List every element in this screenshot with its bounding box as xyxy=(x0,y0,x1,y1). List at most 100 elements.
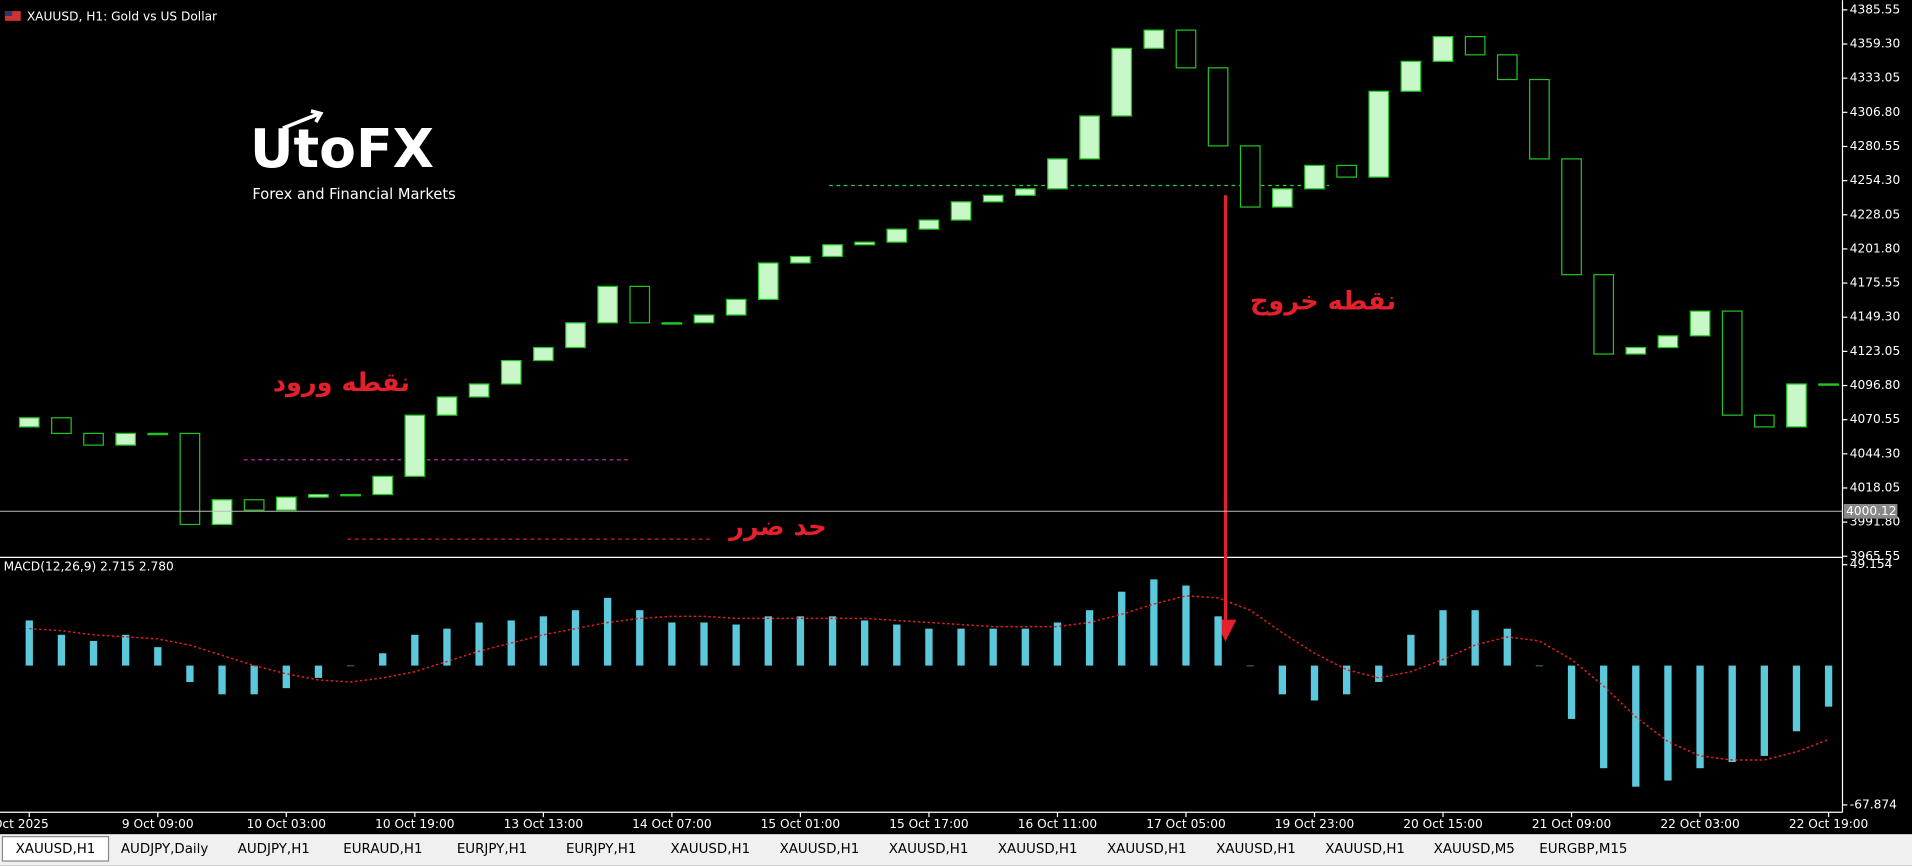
macd-bar xyxy=(861,620,869,666)
tab-label[interactable]: AUDJPY,Daily xyxy=(121,842,208,857)
macd-bar xyxy=(668,622,676,666)
logo-tagline: Forex and Financial Markets xyxy=(252,186,455,203)
x-tick-label: 15 Oct 17:00 xyxy=(889,817,968,831)
tab[interactable] xyxy=(657,836,764,862)
macd-bar xyxy=(1567,665,1576,719)
tab-label[interactable]: EURGBP,M15 xyxy=(1539,842,1627,857)
candle xyxy=(1529,78,1550,160)
macd-bar xyxy=(1278,665,1287,695)
x-tick-label: 10 Oct 19:00 xyxy=(375,817,454,831)
candle xyxy=(629,285,651,324)
x-tick-label: 20 Oct 15:00 xyxy=(1403,817,1482,831)
tab-label[interactable]: XAUUSD,H1 xyxy=(1107,842,1187,857)
tab-label[interactable]: XAUUSD,H1 xyxy=(1216,842,1296,857)
tab-label[interactable]: XAUUSD,H1 xyxy=(998,842,1078,857)
macd-bar xyxy=(89,640,98,666)
tab[interactable] xyxy=(111,836,218,862)
y-tick-label: 49.154 xyxy=(1850,557,1893,571)
x-tick-label: 9 Oct 09:00 xyxy=(122,817,194,831)
macd-bar xyxy=(186,665,194,683)
macd-bar xyxy=(121,634,130,666)
macd-bar xyxy=(925,628,933,666)
tab[interactable] xyxy=(875,836,982,862)
macd-bar xyxy=(1728,665,1736,763)
tab[interactable] xyxy=(438,836,546,862)
x-tick-label: 10 Oct 03:00 xyxy=(247,817,326,831)
macd-bar xyxy=(636,610,644,666)
tab-label[interactable]: EURJPY,H1 xyxy=(457,842,527,857)
macd-bar xyxy=(603,597,612,666)
tab[interactable] xyxy=(766,836,873,862)
tab-label[interactable]: EURJPY,H1 xyxy=(566,842,636,857)
x-tick-label: 8 Oct 2025 xyxy=(0,817,49,831)
tab[interactable] xyxy=(1530,836,1637,862)
macd-bar xyxy=(346,665,355,667)
y-tick-label: 4070.55 xyxy=(1850,412,1900,426)
candle xyxy=(18,417,40,428)
macd-bar xyxy=(1600,665,1608,769)
tab-label[interactable]: XAUUSD,H1 xyxy=(780,842,860,857)
macd-bar xyxy=(1439,610,1447,666)
candle xyxy=(51,417,72,435)
candle xyxy=(1753,414,1775,428)
candle xyxy=(886,228,908,243)
x-tick-label: 22 Oct 19:00 xyxy=(1789,817,1868,831)
macd-bar xyxy=(57,634,66,666)
tab-label[interactable]: XAUUSD,H1 xyxy=(1325,842,1405,857)
macd-bar xyxy=(893,624,901,666)
tab[interactable] xyxy=(1312,836,1419,862)
candle xyxy=(468,383,490,398)
tab[interactable] xyxy=(329,836,436,862)
chart-header: XAUUSD, H1: Gold vs US Dollar xyxy=(27,10,218,24)
candle xyxy=(1111,47,1133,117)
candle xyxy=(275,496,297,511)
candle xyxy=(757,262,779,301)
macd-bar xyxy=(539,616,548,666)
tab-label[interactable]: XAUUSD,H1 xyxy=(670,842,750,857)
y-tick-label: 3965.55 xyxy=(1850,549,1900,563)
tab[interactable] xyxy=(220,836,327,862)
macd-bar xyxy=(1085,610,1094,666)
last-price-label: 4000.12 xyxy=(1846,504,1896,518)
candle xyxy=(243,499,265,511)
tab[interactable] xyxy=(984,836,1091,862)
tab[interactable] xyxy=(1421,836,1528,862)
tab-label[interactable]: XAUUSD,H1 xyxy=(889,842,969,857)
candle xyxy=(1368,90,1390,178)
macd-bar xyxy=(411,634,419,666)
tab-label[interactable]: XAUUSD,H1 xyxy=(16,842,96,857)
macd-bar xyxy=(764,616,772,666)
logo-name: UtoFX xyxy=(250,117,434,180)
tab[interactable] xyxy=(1093,836,1200,862)
macd-bar xyxy=(796,616,805,666)
macd-bar xyxy=(1535,665,1544,667)
macd-bar xyxy=(154,647,162,666)
macd-bar xyxy=(314,665,323,678)
y-tick-label: 4280.55 xyxy=(1850,139,1900,153)
macd-bar xyxy=(282,665,290,689)
y-tick-label: 4123.05 xyxy=(1850,344,1900,358)
candle xyxy=(1143,29,1165,49)
tab[interactable] xyxy=(548,836,655,862)
tab-label[interactable]: XAUUSD,M5 xyxy=(1434,842,1515,857)
stop-loss-annotation: حد ضرر xyxy=(727,512,827,542)
candle xyxy=(1014,188,1036,196)
exit-annotation: نقطه خروج xyxy=(1250,287,1396,317)
y-tick-label: 4096.80 xyxy=(1850,378,1900,392)
tab-label[interactable]: EURAUD,H1 xyxy=(343,842,422,857)
macd-bar xyxy=(1342,665,1351,695)
candle xyxy=(1464,35,1486,56)
tab[interactable] xyxy=(1202,836,1310,862)
macd-bar xyxy=(1246,665,1254,667)
tab-label[interactable]: AUDJPY,H1 xyxy=(238,842,310,857)
entry-annotation: نقطه ورود xyxy=(273,368,410,398)
candle xyxy=(1496,54,1518,81)
tab[interactable] xyxy=(1,836,110,862)
candle xyxy=(918,219,940,230)
macd-title: MACD(12,26,9) 2.715 2.780 xyxy=(4,560,174,574)
x-tick-label: 13 Oct 13:00 xyxy=(504,817,583,831)
candle xyxy=(1304,164,1325,190)
candle xyxy=(532,346,554,362)
macd-bar xyxy=(218,665,226,695)
